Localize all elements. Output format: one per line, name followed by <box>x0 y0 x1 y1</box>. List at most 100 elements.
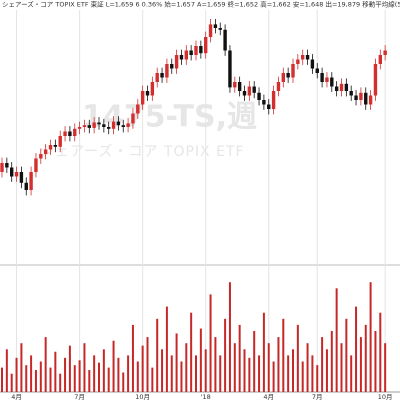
candle-body <box>276 82 281 91</box>
volume-bar <box>78 360 81 392</box>
candle-body <box>140 91 145 105</box>
candle-body <box>19 172 24 183</box>
candle-body <box>373 64 378 96</box>
candle-body <box>359 92 363 100</box>
volume-bar <box>330 331 333 392</box>
candle-body <box>170 64 174 69</box>
candle-body <box>242 91 247 96</box>
volume-bar <box>262 312 265 392</box>
candle-body <box>301 55 305 60</box>
volume-bar <box>311 355 314 392</box>
candle-body <box>73 128 77 136</box>
volume-bar <box>350 355 353 392</box>
candle-body <box>252 86 256 93</box>
volume-bar <box>379 312 382 392</box>
candle-body <box>0 163 4 172</box>
candle-body <box>39 154 43 159</box>
candle-body <box>24 182 28 190</box>
volume-bar <box>296 324 299 392</box>
volume-bar <box>131 324 134 392</box>
volume-bar <box>190 312 193 392</box>
x-tick-label: 7月 <box>312 393 323 400</box>
candle-body <box>383 50 387 55</box>
candle-body <box>208 24 213 37</box>
volume-bar <box>1 367 3 392</box>
candle-body <box>325 77 329 82</box>
candle-body <box>48 145 53 150</box>
candle-body <box>223 29 227 51</box>
x-tick-label: 4月 <box>11 393 22 400</box>
volume-bar <box>44 337 47 392</box>
volume-bar <box>175 333 178 392</box>
candle-body <box>107 127 111 129</box>
candle-body <box>58 136 62 147</box>
candle-body <box>344 83 349 91</box>
volume-bar <box>170 355 173 392</box>
candle-body <box>10 167 14 177</box>
volume-bar <box>117 357 120 392</box>
volume-bar <box>384 343 387 392</box>
candle-body <box>34 158 38 172</box>
candle-body <box>364 92 368 105</box>
volume-bar <box>83 343 86 392</box>
candle-body <box>334 86 339 91</box>
watermark: 1475-TS,週 <box>82 100 257 135</box>
candle-body <box>218 28 222 30</box>
volume-bar <box>369 282 372 392</box>
candle-body <box>160 73 164 78</box>
volume-bar <box>136 361 139 392</box>
volume-bar <box>340 343 343 392</box>
volume-bar <box>107 367 110 392</box>
candle-body <box>184 50 188 60</box>
candle-body <box>286 73 290 78</box>
volume-bar <box>287 355 290 392</box>
candle-body <box>82 125 87 127</box>
volume-bar <box>64 357 67 392</box>
volume-bar <box>204 349 207 392</box>
candle-body <box>121 125 125 127</box>
candle-body <box>237 82 242 91</box>
volume-bar <box>185 343 188 392</box>
candle-body <box>257 92 261 100</box>
volume-bar <box>321 337 324 392</box>
volume-bar <box>180 361 183 392</box>
volume-bar <box>146 337 149 392</box>
candle-body <box>213 24 218 28</box>
candle-body <box>291 64 295 78</box>
candle-body <box>378 55 382 64</box>
candle-body <box>354 95 358 100</box>
volume-bar <box>59 373 62 392</box>
candle-body <box>315 68 319 73</box>
volume-bar <box>15 357 18 392</box>
candle-body <box>189 50 193 55</box>
candle-body <box>271 91 276 109</box>
volume-bar <box>267 343 270 392</box>
volume-bar <box>165 306 168 392</box>
candle-body <box>179 55 184 60</box>
volume-bar <box>127 355 130 392</box>
candle-body <box>368 95 373 105</box>
candle-body <box>320 73 324 82</box>
volume-bar <box>301 361 304 392</box>
volume-bar <box>156 318 159 392</box>
candle-body <box>14 172 19 177</box>
header: シェアーズ・コア TOPIX ETF 東証 L=1,659 6 0.36% 始=… <box>2 0 400 9</box>
volume-bar <box>73 365 76 392</box>
candle-body <box>247 86 252 96</box>
volume-bar <box>374 331 377 392</box>
header-bg <box>0 0 400 9</box>
volume-bar <box>243 349 246 392</box>
volume-bar <box>233 343 236 392</box>
candle-body <box>281 73 285 82</box>
candle-body <box>5 163 9 168</box>
volume-bar <box>325 349 328 392</box>
volume-bar <box>88 370 91 392</box>
volume-bar <box>214 337 217 392</box>
volume-bar <box>219 355 222 392</box>
candle-body <box>305 55 310 60</box>
volume-bar <box>199 328 202 392</box>
volume-bar <box>102 349 105 392</box>
candle-body <box>97 122 101 125</box>
volume-bar <box>272 361 275 392</box>
x-tick-label: 10月 <box>378 393 393 400</box>
